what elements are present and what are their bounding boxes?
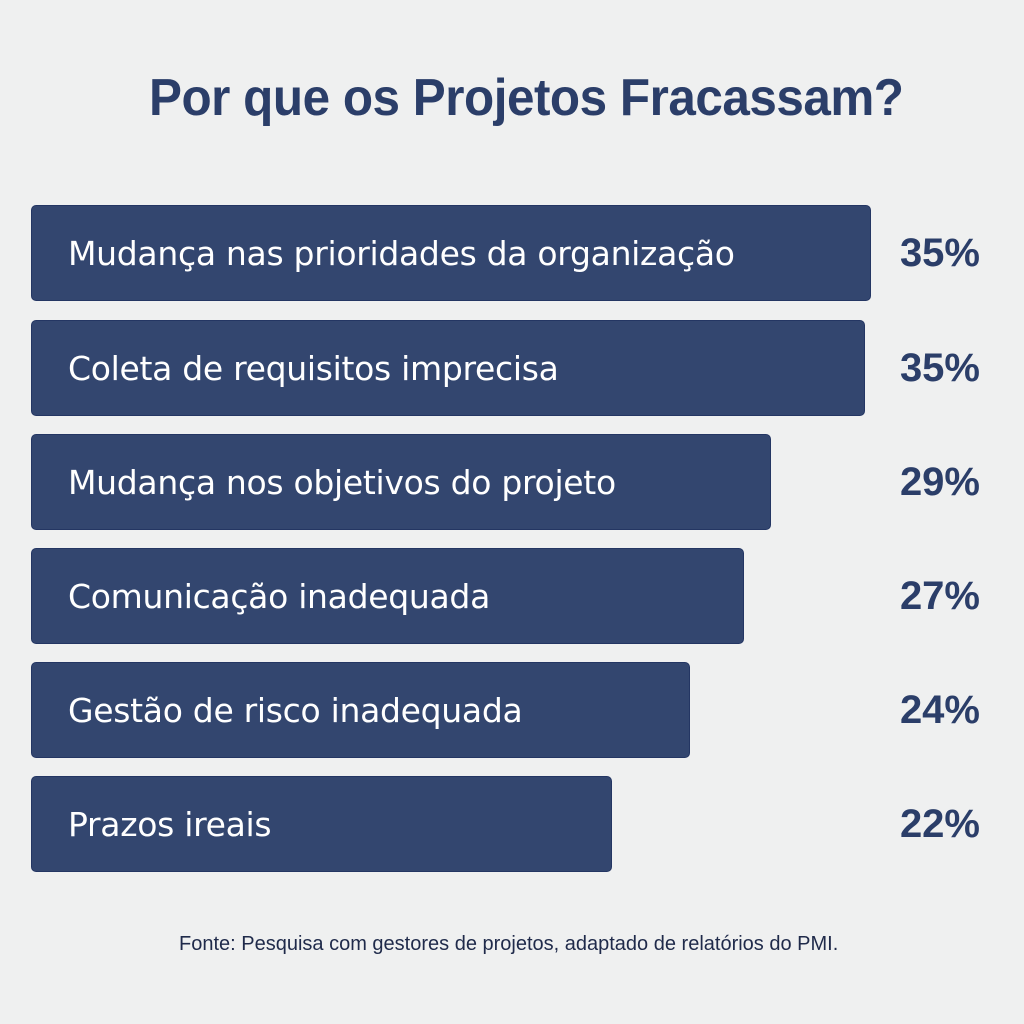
bar-row-1: Mudança nas prioridades da organização xyxy=(31,205,871,301)
bar-label: Comunicação inadequada xyxy=(68,576,490,616)
bar-value: 35% xyxy=(899,231,980,275)
chart-title: Por que os Projetos Fracassam? xyxy=(149,69,904,127)
bar-value: 35% xyxy=(899,346,980,390)
bar-label: Mudança nos objetivos do projeto xyxy=(68,462,616,502)
bar-row-3: Mudança nos objetivos do projeto xyxy=(31,434,771,530)
bar-value: 22% xyxy=(899,802,980,846)
bar-value: 27% xyxy=(899,574,980,618)
bar-label: Gestão de risco inadequada xyxy=(68,690,523,730)
bar-row-2: Coleta de requisitos imprecisa xyxy=(31,320,865,416)
bar-row-5: Gestão de risco inadequada xyxy=(31,662,690,758)
bar-label: Coleta de requisitos imprecisa xyxy=(68,348,559,388)
bar-label: Mudança nas prioridades da organização xyxy=(68,233,735,273)
bar-value: 24% xyxy=(899,688,980,732)
source-note: Fonte: Pesquisa com gestores de projetos… xyxy=(179,933,839,955)
bar-row-6: Prazos ireais xyxy=(31,776,612,872)
bar-value: 29% xyxy=(899,460,980,504)
bar-row-4: Comunicação inadequada xyxy=(31,548,744,644)
bar-label: Prazos ireais xyxy=(68,804,272,844)
